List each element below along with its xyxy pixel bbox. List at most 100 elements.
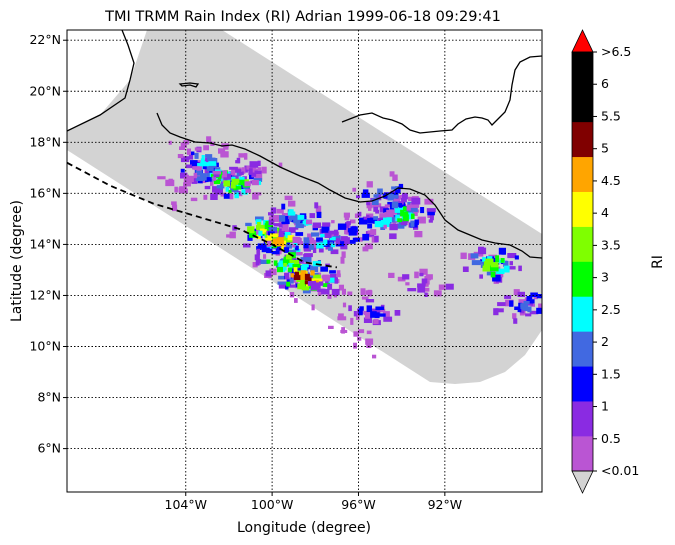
rain-cell [398, 183, 404, 190]
rain-cell [281, 219, 290, 225]
x-tick-label: 96°W [341, 497, 376, 512]
rain-cell [193, 172, 198, 179]
x-tick-label: 104°W [165, 497, 207, 512]
rain-cell [186, 148, 191, 155]
rain-cell [427, 211, 435, 216]
rain-cell [287, 284, 295, 288]
rain-cell [203, 194, 208, 200]
rain-cell [278, 223, 283, 228]
rain-cell [194, 152, 199, 159]
rain-cell [388, 272, 395, 278]
colorbar-tick-label: 2.5 [601, 302, 621, 317]
colorbar-tick-label: >6.5 [601, 44, 631, 59]
rain-cell [485, 258, 494, 266]
rain-cell [406, 204, 411, 211]
rain-cell [354, 213, 360, 218]
rain-cell [347, 291, 353, 296]
rain-cell [254, 254, 260, 261]
rain-cell [260, 259, 269, 264]
rain-cell [374, 220, 383, 228]
rain-cell [256, 259, 262, 264]
rain-cell [423, 287, 430, 292]
colorbar-segment [572, 296, 593, 332]
rain-cell [205, 154, 213, 158]
rain-cell [377, 308, 386, 313]
rain-cell [340, 329, 348, 333]
rain-cell [314, 202, 319, 209]
rain-cell [277, 281, 287, 285]
rain-cell [320, 266, 328, 272]
rain-cell [366, 330, 372, 335]
colorbar-segment [572, 436, 593, 472]
rain-cell [293, 275, 301, 280]
rain-cell [323, 239, 328, 246]
rain-cell [300, 270, 307, 276]
colorbar-segment [572, 121, 593, 158]
rain-cell [200, 163, 207, 170]
rain-cell [367, 223, 373, 229]
rain-cell [244, 181, 251, 187]
rain-cell [294, 298, 298, 303]
rain-cell [238, 153, 247, 158]
rain-cell [352, 187, 357, 192]
rain-cell [302, 290, 311, 294]
rain-cell [312, 247, 317, 253]
rain-cell [317, 288, 325, 292]
rain-cell [254, 173, 263, 180]
rain-cell [478, 247, 487, 255]
rain-cell [433, 290, 442, 297]
rain-cell [310, 270, 315, 276]
rain-cell [190, 151, 195, 156]
rain-cell [366, 181, 373, 188]
colorbar-segment [572, 191, 593, 227]
rain-cell [336, 238, 341, 245]
rain-cell [277, 266, 283, 273]
rain-cell [495, 272, 504, 278]
rain-cell [392, 174, 398, 181]
y-tick-label: 12°N [29, 287, 61, 302]
rain-cell [366, 343, 372, 348]
rain-cell [408, 213, 414, 218]
rain-cell [245, 222, 252, 227]
rain-cell [312, 222, 322, 229]
rain-cell [518, 302, 523, 307]
rain-cell [218, 173, 222, 180]
rain-cell [420, 207, 425, 214]
rain-cell [324, 232, 332, 238]
rain-cell [289, 259, 295, 264]
rain-cell [201, 155, 205, 162]
rain-cell [383, 224, 387, 229]
rain-cell [347, 239, 356, 244]
rain-cell [414, 219, 419, 225]
rain-cell [497, 302, 506, 307]
rain-cell [212, 170, 221, 175]
colorbar-tick-label: 5 [601, 141, 609, 156]
rain-cell [490, 262, 499, 268]
rain-cell [372, 354, 377, 359]
rain-cell [270, 233, 278, 237]
rain-cell [509, 261, 513, 266]
rain-cell [244, 179, 249, 183]
rain-cell [310, 283, 319, 290]
rain-cell [322, 222, 331, 227]
rain-cell [294, 271, 299, 277]
map-plot-area [67, 30, 542, 492]
storm-track [67, 161, 338, 269]
rain-cell [292, 260, 302, 265]
rain-cell [206, 177, 212, 182]
rain-cell [278, 219, 283, 226]
rain-cell [302, 220, 309, 225]
rain-cell [316, 211, 322, 218]
colorbar-frame [571, 51, 594, 472]
colorbar-tick-label: 3.5 [601, 237, 621, 252]
rain-cell [507, 253, 517, 259]
rain-cell [369, 311, 377, 318]
rain-cell [315, 278, 323, 283]
rain-cell [373, 206, 379, 212]
rain-cell [417, 216, 426, 224]
colorbar-tick-label: 4.5 [601, 173, 621, 188]
rain-cell [285, 285, 289, 290]
rain-cell [317, 289, 322, 296]
rain-cell [331, 243, 336, 248]
rain-cell [322, 274, 331, 282]
